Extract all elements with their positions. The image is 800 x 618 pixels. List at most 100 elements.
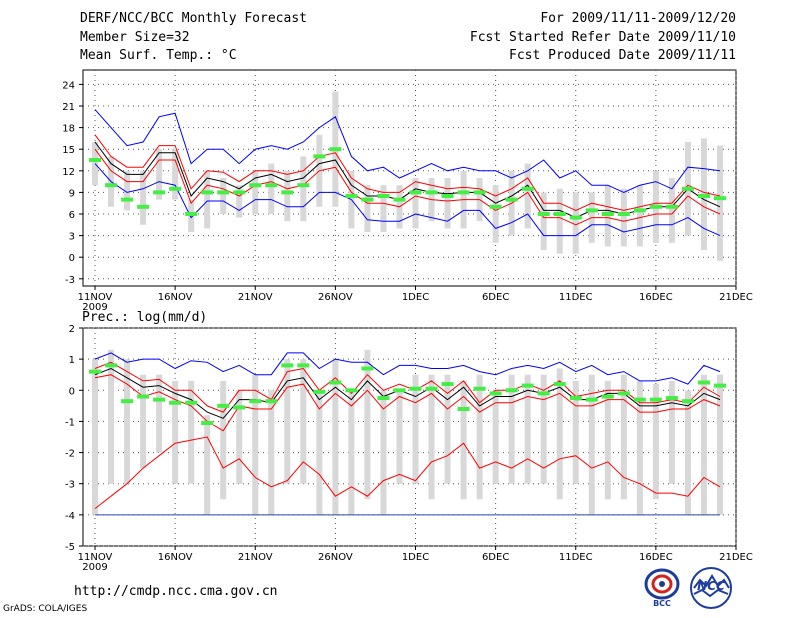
y-tick-label: -3 [65,275,75,286]
x-tick-label: 21NOV [238,552,273,563]
series-line-mean [94,367,721,419]
spread-box [316,390,323,515]
spread-box [476,374,483,500]
spread-box [540,374,547,484]
median-mark [697,194,710,198]
spread-box [684,390,691,515]
spread-box [556,368,563,500]
spread-box [444,178,451,229]
median-mark [185,400,198,405]
spread-box [700,374,707,515]
median-mark [361,197,374,202]
spread-box [604,380,611,500]
median-mark [105,183,118,188]
median-mark [601,394,614,399]
median-mark [473,190,486,195]
member-size-label: Member Size=32 [80,30,190,45]
plot-frame [82,69,737,287]
median-mark [601,212,614,216]
spread-box [172,380,179,484]
spread-box [460,380,467,500]
x-tick-label: 11DEC [559,292,593,303]
median-mark [505,388,518,393]
spread-box [572,380,579,484]
precipitation-panel: -5 -4 -3 -2 -1 0 1 2 11NOV 16NOV 21NOV 26NOV 1DEC 6DE… [65,324,753,573]
series-line-min [94,436,721,509]
spread-box [620,188,627,247]
y-tick-label: -2 [65,449,75,460]
median-mark [281,363,294,368]
spread-box [492,185,499,243]
median-mark [713,196,726,201]
x-tick-label: 21NOV [238,292,273,303]
x-tick-label: 11DEC [559,552,593,563]
spread-box [636,185,643,247]
spread-box [572,192,579,254]
x-tick-label: 6DEC [482,292,509,303]
median-mark [537,391,550,396]
median-mark [473,386,486,391]
spread-box [156,149,163,200]
y-tick-label: -4 [65,511,75,522]
median-mark [649,204,662,209]
median-mark [505,197,518,202]
median-mark [153,190,166,195]
series-line-upper [94,134,721,211]
spread-box [156,374,163,453]
median-mark [537,212,550,216]
spread-box [300,359,307,484]
variable-label: Mean Surf. Temp.: °C [80,48,237,63]
median-mark [121,399,134,404]
x-tick-label: 16NOV [158,292,193,303]
median-mark [89,158,101,162]
median-mark [169,186,182,191]
median-mark [585,208,598,213]
y-tick-label: -1 [65,417,75,428]
median-mark [345,194,358,198]
spread-box [620,374,627,500]
spread-box [284,170,291,222]
spread-box [588,374,595,515]
median-mark [313,389,326,394]
median-mark [409,190,422,195]
source-url[interactable]: http://cmdp.ncc.cma.gov.cn [74,584,278,599]
series-line-lower [94,148,721,226]
median-mark [105,363,118,368]
x-tick-label: 11NOV [78,552,113,563]
spread-box [668,380,675,484]
median-mark [137,394,150,399]
median-mark [249,183,262,188]
y-tick-label: 15 [62,145,75,156]
median-mark [457,190,470,195]
y-tick-label: 12 [62,167,75,178]
median-mark [249,399,262,404]
median-mark [217,190,230,195]
median-mark [489,391,502,396]
x-tick-label: 1DEC [402,292,429,303]
y-tick-label: 0 [69,386,75,397]
median-mark [281,190,294,195]
spread-box [140,374,147,469]
spread-box [300,156,307,222]
y-tick-label: -5 [65,542,75,553]
series-line-lower [94,374,721,432]
spread-box [412,178,419,229]
forecast-started-date: Fcst Started Refer Date 2009/11/10 [469,30,736,45]
median-mark [409,386,422,391]
spread-box [204,170,211,229]
chart-title: DERF/NCC/BCC Monthly Forecast [80,11,307,26]
x-tick-label: 1DEC [402,552,429,563]
spread-box [332,359,339,515]
x-tick-label: 21DEC [719,292,753,303]
spread-box [268,390,275,515]
spread-box [92,359,98,515]
median-mark [457,406,470,411]
median-mark [329,380,342,385]
median-mark [137,204,150,209]
bcc-logo: BCC [644,568,680,608]
median-mark [633,208,646,213]
median-mark [489,204,502,209]
median-mark [345,388,358,393]
median-mark [553,212,566,216]
median-mark [569,396,582,401]
